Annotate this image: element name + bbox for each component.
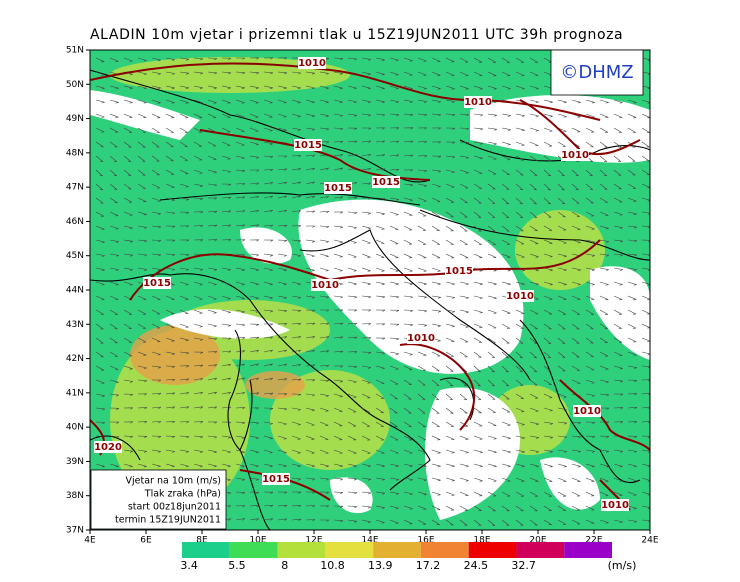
lat-label: 47N [66,183,84,193]
legend-swatch [229,542,278,558]
lon-label: 16E [417,536,434,546]
isobar-label-bg [445,265,473,277]
isobar-label: 1010 [298,58,326,69]
isobar-label: 1015 [372,177,400,188]
info-box [90,469,227,530]
isobar-label: 1010 [561,150,589,161]
info-line: Vjetar na 10m (m/s) [126,476,222,487]
legend-swatch [373,542,421,558]
legend-swatch [182,542,230,558]
lon-label: 10E [249,536,266,546]
isobar-label: 1015 [143,278,171,289]
lat-label: 50N [66,80,84,90]
lat-label: 40N [66,423,84,433]
legend-value: 10.8 [320,559,345,572]
legend-swatch [325,542,374,558]
lat-label: 39N [66,457,84,467]
lat-label: 41N [66,388,84,398]
lon-label: 20E [529,536,546,546]
lon-label: 8E [196,536,208,546]
legend-value: 32.7 [511,559,536,572]
isobar-label: 1010 [573,406,601,417]
isobar-label: 1010 [506,291,534,302]
lon-label: 6E [140,536,152,546]
isobar-label-bg [372,176,400,188]
title: ALADIN 10m vjetar i prizemni tlak u 15Z1… [90,27,623,43]
lat-label: 43N [66,320,84,330]
isobar-label: 1015 [262,474,290,485]
legend-value: 13.9 [368,559,393,572]
lon-label: 14E [361,536,378,546]
isobar-label-bg [506,290,534,302]
info-line: Tlak zraka (hPa) [144,489,221,500]
lon-label: 18E [473,536,490,546]
lat-label: 44N [66,286,84,296]
lat-label: 49N [66,114,84,124]
lat-label: 45N [66,251,84,261]
legend-value: 17.2 [416,559,441,572]
lat-label: 48N [66,148,84,158]
isobar-label-bg [298,57,326,69]
isobar-label-bg [143,277,171,289]
isobar-label-bg [324,182,352,194]
legend-value: 24.5 [464,559,489,572]
isobar-label-bg [262,473,290,485]
legend-value: 8 [281,559,288,572]
info-line: termin 15Z19JUN2011 [115,515,221,526]
isobar-label: 1010 [311,280,339,291]
isobar-label-bg [94,441,122,453]
info-line: start 00z18jun2011 [128,502,221,513]
lat-label: 37N [66,526,84,536]
isobar-label-bg [561,149,589,161]
lon-label: 24E [641,536,658,546]
isobar-label: 1020 [94,442,122,453]
legend-swatch [420,542,469,558]
isobar-label-bg [294,139,322,151]
isobar-label-bg [311,279,339,291]
isobar-label: 1015 [294,140,322,151]
lat-label: 42N [66,354,84,364]
legend-swatch [564,542,612,558]
lon-label: 12E [305,536,322,546]
isobar-label: 1015 [324,183,352,194]
lon-label: 22E [585,536,602,546]
isobar-label: 1010 [601,500,629,511]
isobar-label: 1010 [464,97,492,108]
legend-swatch [277,542,326,558]
legend-value: 5.5 [228,559,246,572]
legend-swatch [516,542,565,558]
lon-label: 4E [84,536,96,546]
lat-label: 38N [66,491,84,501]
lat-label: 46N [66,217,84,227]
isobar-label-bg [407,332,435,344]
legend-swatch [468,542,517,558]
isobar-label: 1015 [445,266,473,277]
legend-value: 3.4 [180,559,198,572]
legend-unit: (m/s) [608,559,637,572]
isobar-label-bg [601,499,629,511]
isobar-label-bg [573,405,601,417]
copyright-box [550,49,644,96]
map: 1010 1010 1010 1010 1010 1010 1010 1010 1015 1015… [90,50,650,530]
copyright: ©DHMZ [560,62,633,83]
lat-label: 51N [66,46,84,56]
isobar-label: 1010 [407,333,435,344]
isobar-label-bg [464,96,492,108]
